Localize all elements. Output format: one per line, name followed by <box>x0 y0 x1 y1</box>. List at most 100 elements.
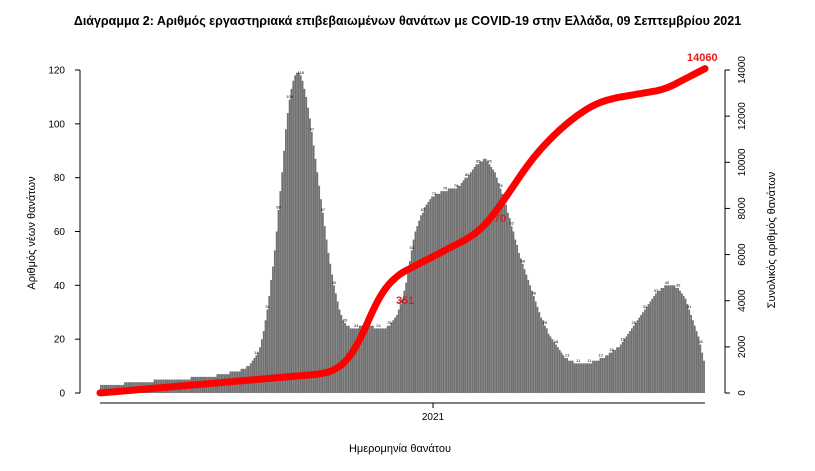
bar-value-label: 67 <box>421 207 426 212</box>
x-axis: 2021 <box>100 402 705 423</box>
bar <box>320 199 322 393</box>
bar <box>464 177 467 393</box>
left-tick-label: 100 <box>48 119 65 130</box>
bar <box>399 304 402 393</box>
bar <box>438 193 441 393</box>
bar <box>462 180 465 393</box>
bar <box>425 204 428 393</box>
bar <box>396 314 398 393</box>
bar <box>292 80 295 394</box>
bar <box>568 360 570 393</box>
bar <box>312 145 315 393</box>
bar <box>542 320 544 393</box>
bar <box>384 328 387 393</box>
bar <box>601 358 604 393</box>
bar <box>627 333 630 393</box>
bar <box>645 306 648 393</box>
bar-value-label: 13 <box>565 353 570 358</box>
bar <box>686 304 689 393</box>
bar <box>697 336 700 393</box>
right-tick-label: 2000 <box>737 335 748 358</box>
bar <box>688 309 691 393</box>
bar-value-label: 73 <box>432 191 437 196</box>
bar <box>371 325 374 393</box>
bar-value-label: 37 <box>654 288 659 293</box>
bar <box>553 341 556 393</box>
bar <box>599 358 602 393</box>
bar <box>262 331 265 393</box>
bar <box>416 226 419 393</box>
bar <box>336 301 339 393</box>
bar <box>569 360 572 393</box>
bar <box>490 166 493 393</box>
bar <box>495 177 498 393</box>
bar <box>518 253 520 393</box>
bar <box>662 288 665 393</box>
bar <box>257 352 260 394</box>
bar <box>555 344 557 393</box>
bar <box>573 363 576 393</box>
bar <box>353 328 356 393</box>
bar <box>322 212 324 393</box>
bar <box>510 226 513 393</box>
annotations: 351 70 14060 <box>396 52 718 307</box>
bar <box>499 188 502 393</box>
bar <box>379 328 382 393</box>
bar <box>260 339 263 393</box>
bar <box>362 325 365 393</box>
bar <box>566 358 568 393</box>
bar <box>497 183 500 393</box>
bar-value-label: 24 <box>376 323 381 328</box>
bar <box>100 384 102 393</box>
bar <box>581 363 583 393</box>
bar <box>323 226 326 393</box>
bar <box>447 188 450 393</box>
bar <box>523 269 526 393</box>
bar <box>368 325 371 393</box>
bar <box>630 328 633 393</box>
cumulative-line <box>96 65 709 397</box>
bar <box>605 355 607 393</box>
bar <box>484 158 487 393</box>
bar <box>270 279 272 393</box>
bar <box>440 191 443 394</box>
bar <box>642 312 644 393</box>
bar <box>360 325 363 393</box>
bar <box>318 185 321 393</box>
bar <box>562 355 565 393</box>
bar-value-label: 25 <box>632 320 637 325</box>
bar <box>405 282 408 393</box>
bar <box>327 253 330 393</box>
bar-value-label: 39 <box>676 283 681 288</box>
bar <box>453 188 456 393</box>
bar <box>529 285 531 393</box>
bar <box>629 331 631 393</box>
bar <box>305 96 308 394</box>
bar <box>314 158 317 393</box>
bar-value-label: 48 <box>521 258 526 263</box>
bar <box>669 285 672 393</box>
bar <box>684 298 687 393</box>
bar <box>316 172 319 393</box>
bar <box>479 161 482 393</box>
bar <box>283 150 285 393</box>
bar <box>625 336 628 393</box>
bar-value-label: 26 <box>343 318 348 323</box>
bar <box>701 352 704 394</box>
bar <box>632 325 635 393</box>
bar-value-label: 24 <box>354 323 359 328</box>
bar <box>394 317 396 393</box>
bar <box>273 250 276 393</box>
bar <box>593 360 596 393</box>
bar-value-label: 40 <box>665 280 670 285</box>
bar <box>503 199 506 393</box>
bar <box>359 325 361 393</box>
bar <box>421 212 424 393</box>
bar <box>299 75 302 393</box>
bar <box>636 320 639 393</box>
bar-value-label: 25 <box>387 320 392 325</box>
bar <box>655 293 657 393</box>
bar <box>451 188 454 393</box>
bar <box>584 363 587 393</box>
bar <box>383 328 385 393</box>
